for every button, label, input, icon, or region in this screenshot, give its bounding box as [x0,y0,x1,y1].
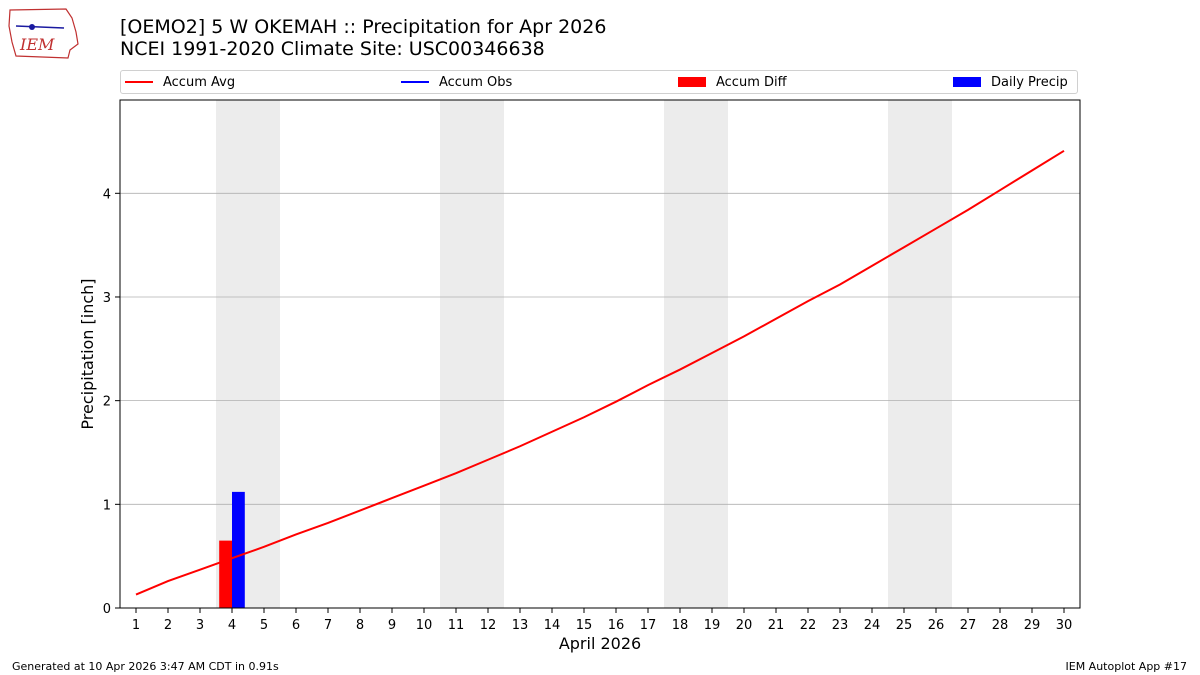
legend-label-accum-avg: Accum Avg [163,74,236,90]
legend-swatch-accum-avg [125,81,153,83]
x-tick-label: 15 [576,618,593,633]
x-tick-label: 19 [704,618,721,633]
x-tick-label: 25 [896,618,913,633]
y-axis-label: Precipitation [inch] [78,278,97,429]
legend-label-daily-precip: Daily Precip [991,74,1068,90]
x-tick-label: 22 [800,618,817,633]
x-tick-label: 6 [292,618,300,633]
x-tick-label: 26 [928,618,945,633]
x-tick-label: 18 [672,618,689,633]
chart-subtitle: NCEI 1991-2020 Climate Site: USC00346638 [120,38,545,60]
x-tick-label: 9 [388,618,396,633]
x-tick-label: 12 [480,618,497,633]
x-tick-label: 16 [608,618,625,633]
logo-text: IEM [19,35,55,54]
y-tick-label: 2 [103,395,111,410]
legend-swatch-accum-diff [678,77,706,87]
x-tick-label: 28 [992,618,1009,633]
x-tick-label: 29 [1024,618,1041,633]
x-tick-label: 5 [260,618,268,633]
x-tick-label: 14 [544,618,561,633]
legend-item-accum-obs: Accum Obs [401,71,512,93]
y-tick-label: 1 [103,498,111,513]
title-block: [OEMO2] 5 W OKEMAH :: Precipitation for … [120,16,606,60]
x-tick-label: 4 [228,618,236,633]
legend-item-accum-diff: Accum Diff [678,71,787,93]
legend: Accum Avg Accum Obs Accum Diff Daily Pre… [120,70,1078,94]
daily-precip-bar [232,491,245,608]
weekend-band [664,100,728,608]
iowa-outline-icon [8,8,79,59]
footer-generated: Generated at 10 Apr 2026 3:47 AM CDT in … [12,660,279,673]
y-tick-label: 4 [103,187,111,202]
weekend-band [888,100,952,608]
x-tick-label: 27 [960,618,977,633]
weather-vane-icon [15,25,65,29]
legend-label-accum-obs: Accum Obs [439,74,513,90]
x-tick-label: 21 [768,618,785,633]
legend-swatch-accum-obs [401,81,429,83]
weekend-band [216,100,280,608]
x-tick-label: 17 [640,618,657,633]
accum-diff-bar [219,540,232,608]
footer-app: IEM Autoplot App #17 [1065,660,1188,673]
x-tick-label: 10 [416,618,433,633]
y-tick-label: 0 [103,602,111,617]
chart-title: [OEMO2] 5 W OKEMAH :: Precipitation for … [120,16,607,38]
legend-item-accum-avg: Accum Avg [125,71,235,93]
x-tick-label: 20 [736,618,753,633]
x-tick-label: 30 [1056,618,1073,633]
x-tick-label: 24 [864,618,881,633]
weekend-band [440,100,504,608]
legend-label-accum-diff: Accum Diff [716,74,787,90]
plot-frame [119,99,1081,609]
iem-logo: IEM [8,8,79,59]
x-axis-label: April 2026 [559,634,641,653]
x-tick-label: 3 [196,618,204,633]
x-tick-label: 23 [832,618,849,633]
x-tick-label: 1 [132,618,140,633]
vane-hub-icon [29,24,35,30]
x-tick-label: 11 [448,618,465,633]
x-tick-label: 13 [512,618,529,633]
legend-item-daily-precip: Daily Precip [953,71,1068,93]
x-tick-label: 8 [356,618,364,633]
x-tick-label: 7 [324,618,332,633]
x-tick-label: 2 [164,618,172,633]
legend-swatch-daily-precip [953,77,981,87]
y-tick-label: 3 [103,291,111,306]
accum-avg-line [135,149,1065,596]
